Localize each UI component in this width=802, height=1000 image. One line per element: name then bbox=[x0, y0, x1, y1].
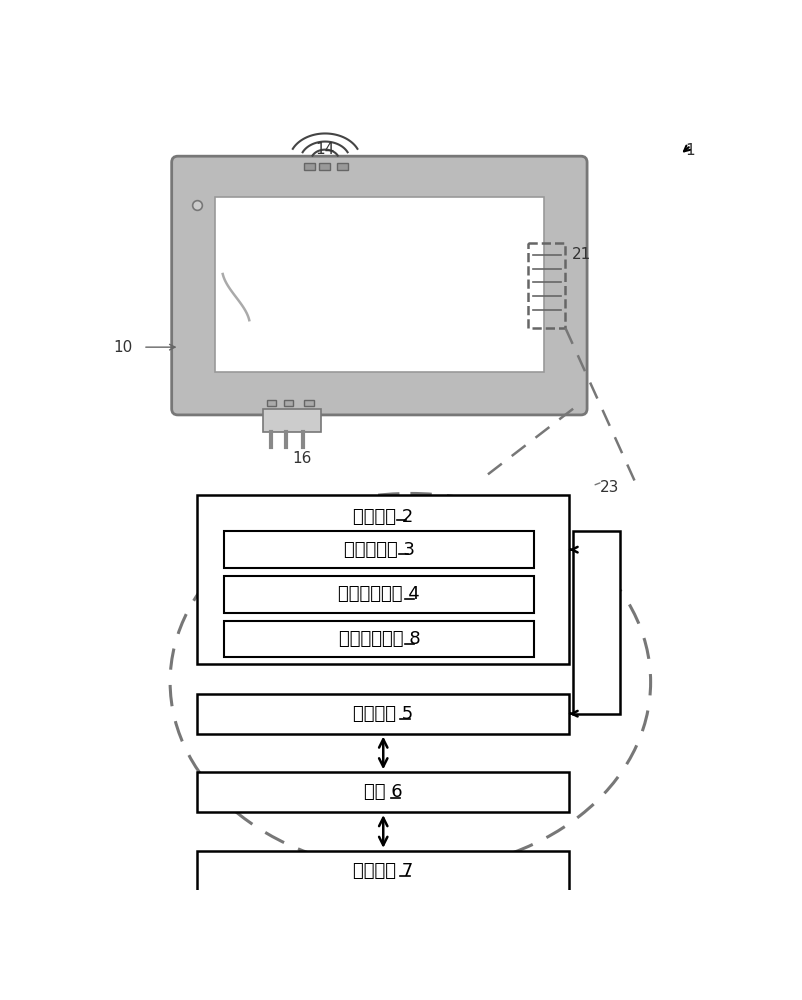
Bar bbox=[224, 620, 533, 657]
FancyBboxPatch shape bbox=[172, 156, 586, 415]
Bar bbox=[224, 531, 533, 568]
Bar bbox=[318, 163, 330, 170]
Bar bbox=[215, 197, 543, 372]
Bar bbox=[284, 400, 293, 406]
Text: 10: 10 bbox=[114, 340, 133, 355]
Text: 21: 21 bbox=[571, 247, 590, 262]
Bar bbox=[528, 243, 565, 328]
Bar bbox=[304, 163, 314, 170]
Text: 23: 23 bbox=[600, 480, 619, 495]
FancyBboxPatch shape bbox=[263, 409, 321, 432]
Text: 指纹传感器 3: 指纹传感器 3 bbox=[343, 541, 415, 559]
Bar bbox=[197, 495, 569, 664]
Text: 处理电路 5: 处理电路 5 bbox=[353, 705, 413, 723]
Bar bbox=[197, 694, 569, 734]
Text: 14: 14 bbox=[315, 142, 334, 157]
Bar bbox=[224, 576, 533, 613]
Bar bbox=[336, 163, 347, 170]
Text: 接口 6: 接口 6 bbox=[363, 783, 402, 801]
Text: 16: 16 bbox=[292, 451, 311, 466]
Bar bbox=[304, 400, 313, 406]
Bar bbox=[573, 531, 619, 714]
Text: 光耦合和照明 8: 光耦合和照明 8 bbox=[338, 630, 419, 648]
Text: 应用平台 7: 应用平台 7 bbox=[353, 862, 413, 880]
Bar bbox=[197, 851, 569, 891]
Bar bbox=[197, 772, 569, 812]
Text: 感测单元 2: 感测单元 2 bbox=[353, 508, 413, 526]
Bar bbox=[267, 400, 276, 406]
Text: 活体指纹检测 4: 活体指纹检测 4 bbox=[338, 585, 419, 603]
Text: 1: 1 bbox=[685, 143, 695, 158]
